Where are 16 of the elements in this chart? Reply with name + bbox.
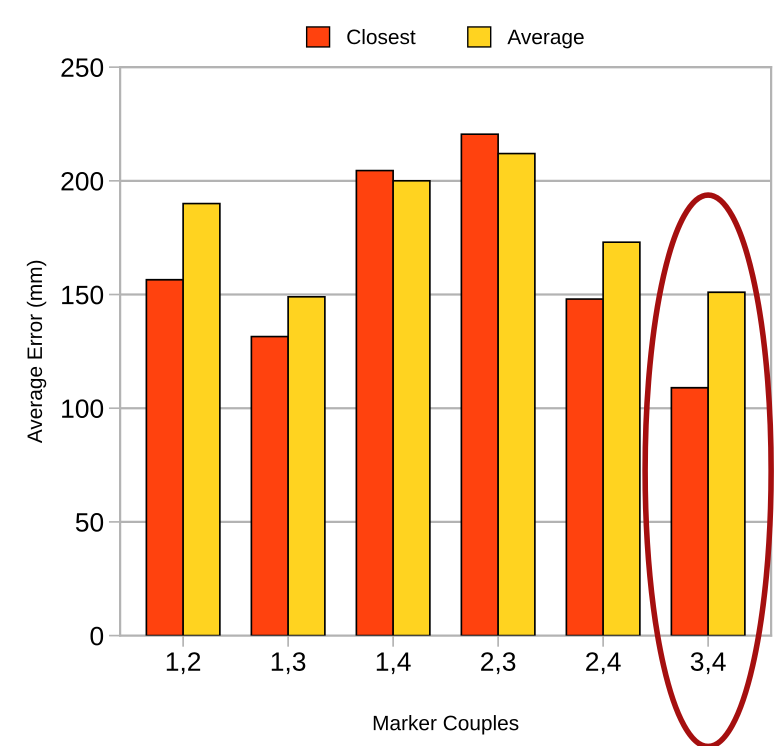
legend-label: Closest	[347, 28, 416, 44]
y-tick-label: 0	[90, 626, 104, 646]
legend-label: Average	[507, 30, 584, 48]
x-tick-label: 2,3	[481, 652, 516, 674]
y-tick-label: 200	[61, 172, 104, 191]
x-tick-label: 1,4	[376, 652, 411, 674]
x-tick-label: 1,2	[166, 652, 200, 674]
y-tick-label: 50	[76, 513, 104, 532]
x-tick-label: 3,4	[690, 652, 726, 674]
x-tick-label: 2,4	[586, 652, 621, 674]
y-tick-label: 150	[62, 286, 104, 304]
x-axis-title: Marker Couples	[374, 715, 518, 734]
x-tick-label: 1,3	[272, 652, 306, 674]
y-axis-title: Average Error (mm)	[26, 260, 46, 444]
y-tick-label: 100	[62, 399, 104, 418]
y-tick-label: 250	[61, 58, 104, 77]
